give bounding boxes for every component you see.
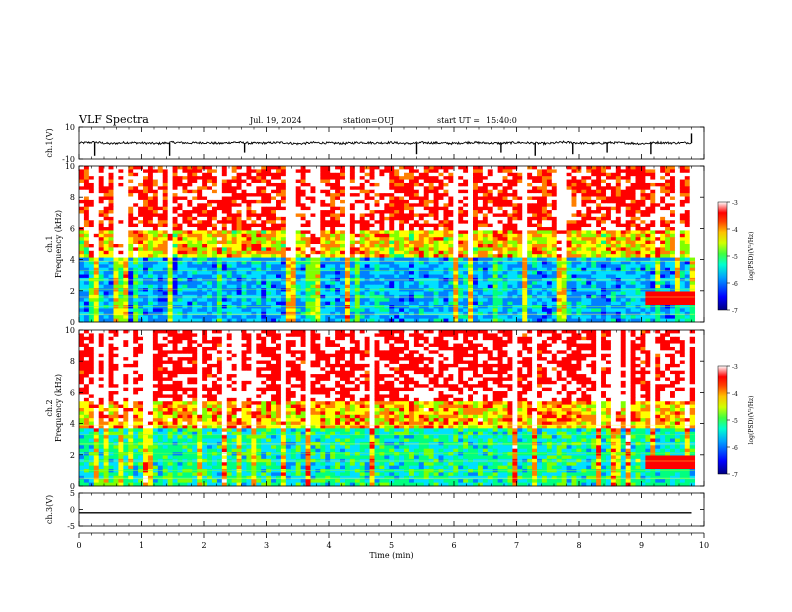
spec1-colorbar-tick-label: -6 [732,281,738,288]
spec2-colorbar-label: log(PSD)(V²/Hz) [748,396,755,445]
ch1-trace [78,140,692,146]
ch3-ylabel: ch.3(V) [45,495,54,524]
ch1-ytick-label: 10 [65,123,75,132]
x-tick-label: 6 [451,541,456,550]
ch3-ytick-label: 0 [70,506,75,515]
spec1-colorbar-label: log(PSD)(V²/Hz) [748,232,755,281]
station-label: station=OUJ [343,116,394,125]
spec1-ytick-label: 6 [70,224,75,233]
spec1-ylabel-freq: Frequency (kHz) [54,210,63,278]
date-label: Jul. 19, 2024 [250,116,302,125]
spec1-colorbar-tick-label: -3 [732,200,738,207]
spec2-ytick-label: 10 [65,326,75,335]
ch3-ytick-label: -5 [67,522,75,531]
spec1-colorbar-tick-label: -4 [732,227,738,234]
start-time-label: start UT = 15:40:0 [437,116,517,125]
spec1-ytick-label: 0 [70,318,75,327]
spec2-ytick-label: 8 [70,357,75,366]
spec1-ytick-label: 2 [70,287,75,296]
x-axis-label: Time (min) [369,551,413,560]
spec1-ytick-label: 4 [70,256,75,265]
x-tick-label: 5 [389,541,394,550]
spec1-colorbar-tick-label: -7 [732,308,738,315]
x-tick-label: 8 [576,541,581,550]
spec2-colorbar-tick-label: -7 [732,472,738,479]
x-tick-label: 2 [201,541,206,550]
spec2-ytick-label: 4 [70,420,75,429]
spec1-ytick-label: 8 [70,193,75,202]
x-tick-label: 3 [264,541,269,550]
chart-title: VLF Spectra [79,113,149,126]
ch1-ytick-label: -10 [62,155,75,164]
plot-panels [78,126,730,538]
spec2-colorbar-tick-label: -5 [732,418,738,425]
x-tick-label: 7 [514,541,519,550]
ch3-ytick-label: 5 [70,489,75,498]
spec2-ytick-label: 6 [70,388,75,397]
spec2-ylabel-freq: Frequency (kHz) [54,374,63,442]
spec2-ylabel-channel: ch.2 [45,399,54,416]
x-tick-label: 10 [699,541,709,550]
spec2-cells [79,330,696,487]
x-tick-label: 4 [326,541,331,550]
x-tick-label: 1 [139,541,144,550]
spec2-colorbar [717,365,728,475]
spec1-colorbar [717,201,728,311]
ch1-ylabel: ch.1(V) [45,128,54,157]
spec2-colorbar-tick-label: -6 [732,445,738,452]
spec2-colorbar-tick-label: -4 [732,391,738,398]
x-tick-label: 9 [639,541,644,550]
x-tick-label: 0 [76,541,81,550]
spec1-colorbar-tick-label: -5 [732,254,738,261]
spec2-ytick-label: 0 [70,482,75,491]
start-ut-value: 15:40:0 [486,116,517,125]
spec1-cells [79,166,696,323]
spec2-colorbar-tick-label: -3 [732,364,738,371]
start-ut-label: start UT = [437,116,480,125]
spec2-ytick-label: 2 [70,451,75,460]
spec1-ytick-label: 10 [65,162,75,171]
spec1-ylabel-channel: ch.1 [45,235,54,252]
